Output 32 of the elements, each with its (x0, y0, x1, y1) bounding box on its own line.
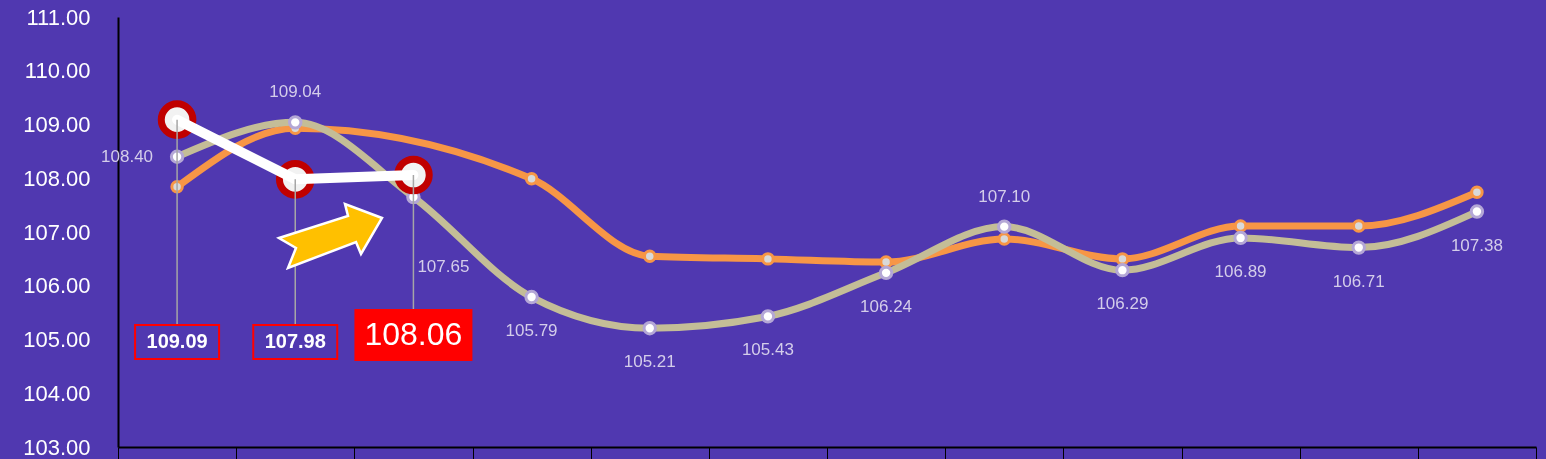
data-label: 109.09 (146, 330, 208, 352)
data-label: 105.43 (741, 340, 794, 360)
data-label: 106.89 (1214, 261, 1267, 281)
y-tick-label: 105.00 (23, 327, 91, 352)
point (1470, 185, 1484, 199)
point (524, 172, 539, 186)
data-label: 109.04 (269, 82, 322, 102)
point (643, 249, 657, 263)
data-label: 107.10 (978, 186, 1031, 206)
y-tick-label: 106.00 (23, 273, 91, 299)
data-label: 107.38 (1450, 235, 1503, 255)
point (761, 252, 775, 266)
data-label: 106.29 (1096, 294, 1149, 314)
y-tick-label: 107.00 (23, 219, 91, 245)
data-label: 106.71 (1332, 271, 1385, 291)
y-tick-label: 109.00 (23, 112, 91, 137)
data-label: 105.21 (623, 352, 676, 372)
y-tick-label: 103.00 (23, 434, 91, 459)
point (1115, 252, 1130, 266)
point (997, 232, 1011, 246)
point (1352, 219, 1366, 233)
point (879, 255, 893, 269)
y-tick-label: 111.00 (26, 4, 91, 30)
data-label: 107.98 (264, 330, 326, 352)
data-label: 106.24 (860, 296, 913, 316)
data-label: 107.65 (417, 257, 470, 277)
y-tick-label: 104.00 (23, 380, 91, 406)
data-label: 105.79 (505, 321, 558, 341)
y-tick-label: 108.00 (23, 165, 91, 191)
y-tick-label: 110.00 (24, 58, 91, 84)
data-label: 108.06 (364, 316, 463, 352)
point (1233, 219, 1248, 233)
